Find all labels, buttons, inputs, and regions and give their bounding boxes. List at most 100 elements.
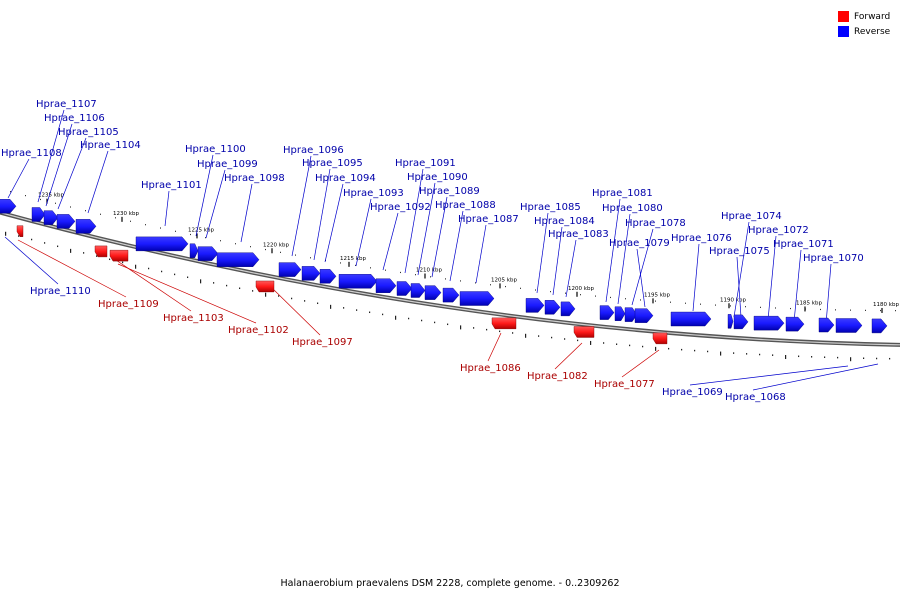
reverse-gene-label: Hprae_1104	[80, 140, 141, 151]
minor-tick	[835, 309, 836, 311]
reverse-gene-label: Hprae_1088	[435, 200, 496, 211]
inner-track-mark	[837, 356, 839, 359]
reverse-gene-arrow	[278, 262, 302, 277]
gene-labels: Hprae_1108 Hprae_1107 Hprae_1106 Hprae_1105…	[1, 99, 864, 403]
reverse-leader-line	[552, 226, 563, 296]
scale-tick-label: 1225 kbp	[188, 227, 214, 233]
reverse-leader-line	[636, 248, 646, 308]
reverse-gene-label: Hprae_1089	[419, 186, 480, 197]
minor-tick	[250, 246, 251, 248]
reverse-gene-label: Hprae_1081	[592, 188, 653, 199]
inner-track-mark	[278, 295, 280, 297]
inner-track-mark	[122, 261, 124, 264]
inner-track-mark	[616, 343, 618, 345]
minor-tick	[370, 267, 371, 269]
reverse-gene-arrow	[135, 236, 189, 252]
inner-track-mark	[525, 333, 527, 338]
inner-track-mark	[148, 267, 150, 270]
minor-tick	[295, 254, 296, 256]
reverse-gene-arrow	[624, 307, 638, 322]
reverse-gene-label: Hprae_1076	[671, 233, 732, 244]
legend-forward-swatch	[838, 11, 849, 22]
minor-tick	[595, 295, 596, 297]
inner-track-mark	[811, 356, 813, 358]
forward-gene-label: Hprae_1077	[594, 379, 655, 390]
reverse-gene-label: Hprae_1090	[407, 172, 468, 183]
legend-forward-label: Forward	[854, 11, 891, 22]
reverse-leader-line	[313, 168, 331, 261]
inner-track-mark	[876, 357, 878, 360]
reverse-gene-arrow	[31, 207, 46, 222]
inner-track-mark	[512, 332, 514, 334]
inner-track-mark	[824, 356, 826, 358]
reverse-gene-label: Hprae_1078	[625, 218, 686, 229]
inner-track-mark	[499, 330, 501, 333]
reverse-leader-line	[355, 198, 372, 267]
minor-tick	[505, 285, 506, 288]
minor-tick	[280, 251, 281, 253]
reverse-gene-arrow	[56, 214, 76, 229]
inner-track-mark	[369, 311, 371, 314]
inner-track-mark	[707, 350, 709, 353]
reverse-leader-line	[382, 212, 399, 271]
minor-tick	[175, 230, 176, 232]
legend: Forward Reverse	[838, 9, 890, 39]
inner-track-mark	[96, 255, 98, 257]
scale-tick-label: 1205 kbp	[491, 277, 517, 283]
reverse-gene-label: Hprae_1074	[721, 211, 782, 222]
reverse-leader-line	[195, 154, 214, 237]
inner-track-mark	[31, 238, 33, 241]
reverse-leader-line	[565, 239, 577, 298]
reverse-gene-arrow	[0, 199, 17, 214]
minor-tick	[445, 278, 446, 280]
scale-tick-label: 1180 kbp	[873, 302, 899, 308]
inner-track-mark	[304, 300, 306, 302]
scale-tick-label: 1190 kbp	[720, 297, 746, 303]
minor-tick	[745, 306, 746, 308]
minor-tick	[655, 300, 656, 302]
inner-track-mark	[746, 353, 748, 355]
minor-tick	[685, 302, 686, 304]
inner-track-mark	[18, 235, 20, 237]
inner-track-mark	[694, 349, 696, 352]
inner-track-mark	[850, 357, 852, 362]
reverse-gene-label: Hprae_1075	[709, 246, 770, 257]
minor-tick	[565, 292, 566, 294]
minor-tick	[100, 213, 101, 215]
inner-track-mark	[486, 328, 488, 331]
minor-tick	[265, 248, 266, 251]
reverse-gene-arrow	[733, 314, 749, 330]
scale-tick-label: 1220 kbp	[263, 242, 289, 248]
legend-reverse: Reverse	[838, 24, 890, 39]
forward-leader-line	[117, 263, 257, 324]
minor-tick	[130, 220, 131, 222]
forward-gene-label: Hprae_1102	[228, 325, 289, 336]
minor-tick	[475, 282, 476, 284]
reverse-leader-line	[291, 155, 312, 257]
reverse-gene-label: Hprae_1105	[58, 127, 119, 138]
reverse-gene-label: Hprae_1101	[141, 180, 202, 191]
inner-track-mark	[642, 345, 644, 348]
inner-track-mark	[434, 321, 436, 324]
inner-track-mark	[83, 252, 85, 254]
minor-tick	[865, 309, 866, 311]
minor-tick	[895, 310, 896, 312]
inner-track-mark	[161, 270, 163, 273]
minor-tick	[460, 280, 461, 282]
inner-track-mark	[5, 231, 7, 236]
reverse-leader-line	[4, 236, 59, 285]
minor-tick	[400, 271, 401, 274]
inner-track-mark	[70, 248, 72, 253]
minor-tick	[190, 233, 191, 236]
reverse-gene-arrow	[442, 287, 460, 303]
reverse-leader-line	[617, 213, 631, 305]
inner-track-mark	[109, 258, 111, 261]
inner-track-mark	[200, 279, 202, 284]
inner-track-mark	[226, 284, 228, 287]
inner-track-mark	[564, 338, 566, 340]
forward-leader-line	[271, 287, 321, 336]
minor-tick	[385, 269, 386, 271]
inner-track-mark	[213, 282, 215, 284]
reverse-leader-line	[205, 169, 226, 239]
minor-tick	[25, 194, 26, 197]
